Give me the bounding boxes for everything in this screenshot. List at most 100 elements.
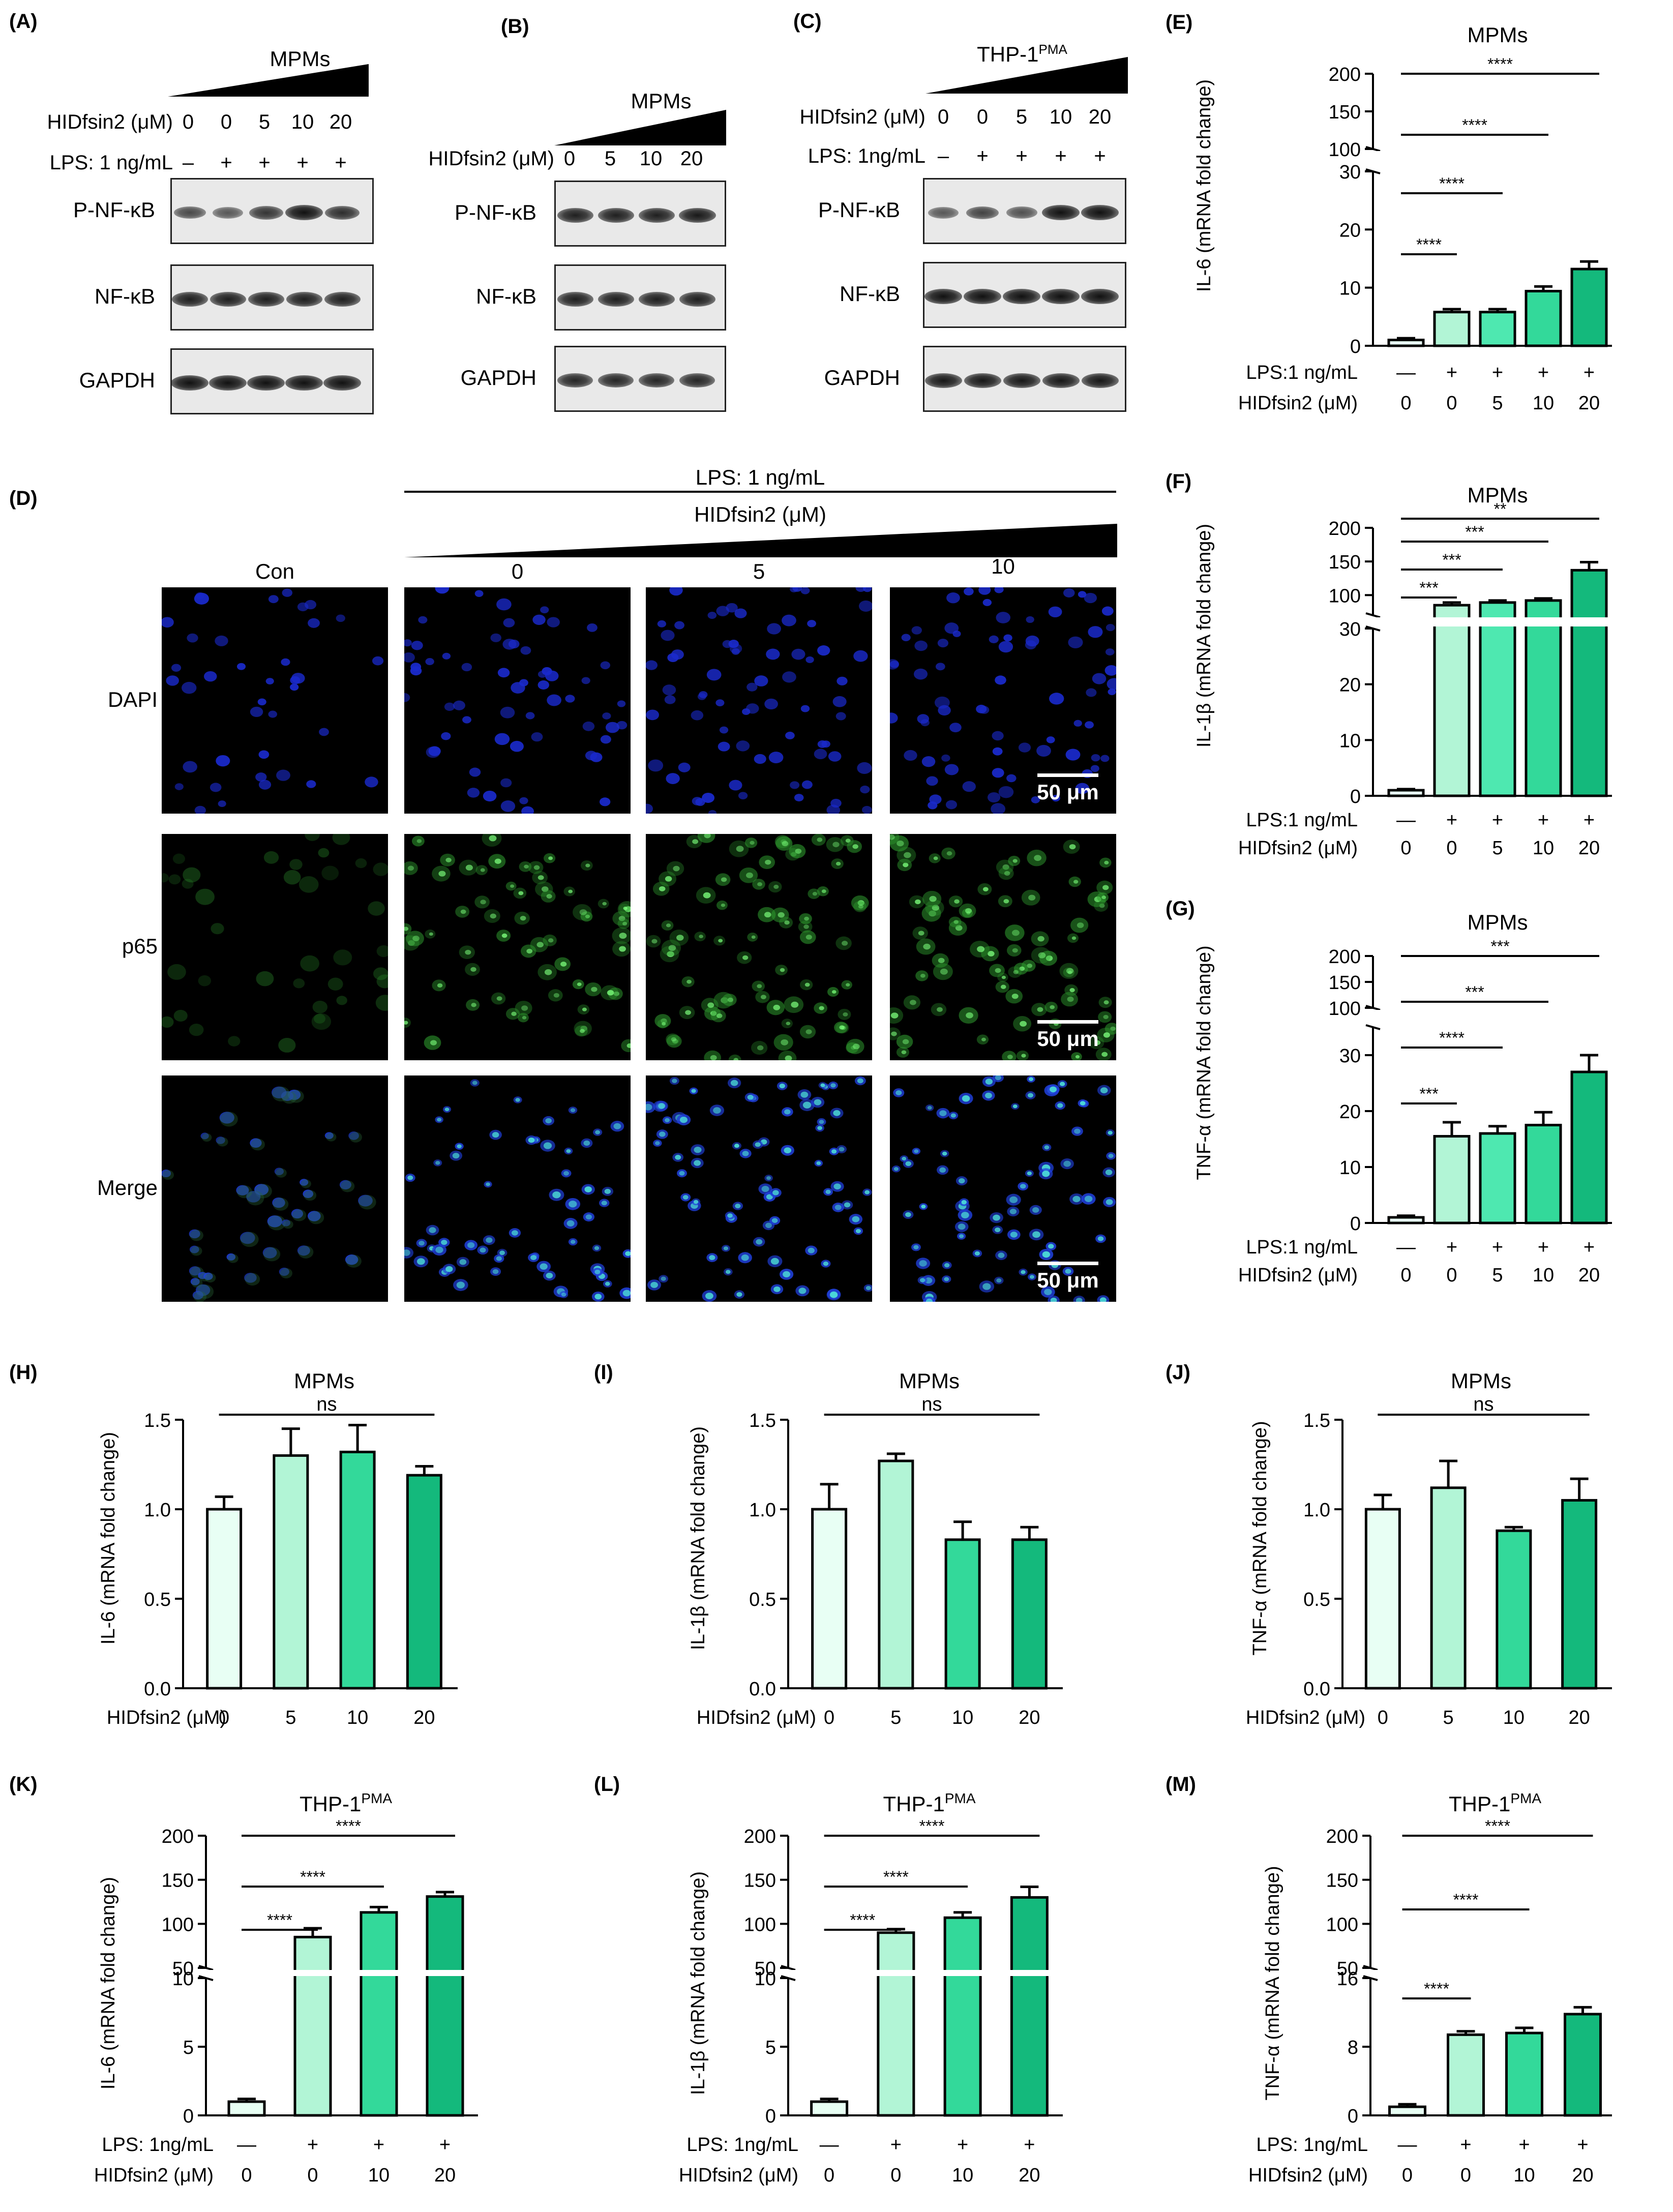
y-tick-label: 5: [183, 2037, 194, 2058]
blot-band: [639, 373, 674, 387]
condition-value: +: [439, 2134, 451, 2156]
condition-value: 10: [1533, 393, 1554, 414]
blot-image: [170, 178, 374, 244]
blot-image: [170, 348, 374, 414]
blot-band: [638, 207, 675, 223]
blot-band: [1042, 373, 1080, 388]
y-tick-label: 0.5: [144, 1589, 171, 1610]
chart-title: THP-1PMA: [1449, 1790, 1541, 1816]
blot-image: [923, 262, 1126, 328]
blot-label: GAPDH: [79, 368, 155, 392]
bar: [1525, 1124, 1562, 1224]
hidfsin2-row-label: HIDfsin2 (μM): [799, 106, 926, 128]
chart-title-sup: PMA: [361, 1790, 392, 1806]
scale-bar-line: [1037, 1020, 1098, 1024]
y-tick-label: 20: [1339, 675, 1361, 696]
condition-row-label: HIDfsin2 (μM): [1248, 2165, 1368, 2186]
significance-label: ***: [1442, 551, 1461, 569]
y-tick-label: 1.5: [144, 1410, 171, 1431]
condition-value: 0: [1446, 838, 1457, 859]
chart-title-text: THP-1: [300, 1792, 361, 1816]
bar: [811, 1508, 848, 1690]
condition-row-label: HIDfsin2 (μM): [107, 1707, 226, 1728]
hidfsin2-value: 10: [1049, 106, 1072, 128]
axis-break-mark: [781, 1965, 796, 1971]
panel-label: (K): [9, 1773, 38, 1796]
if-image: 50 μm: [890, 834, 1116, 1060]
condition-row-label: LPS:1 ng/mL: [1246, 362, 1358, 383]
condition-value: 10: [368, 2165, 390, 2186]
y-tick-label: 10: [1339, 1157, 1361, 1179]
blot-band: [323, 375, 361, 391]
condition-value: 20: [413, 1707, 435, 1728]
chart-i: (I) MPMs IL-1β (mRNA fold change) 0.0 0.5 1.0…: [594, 1361, 1063, 1728]
condition-value: —: [1396, 810, 1416, 831]
if-image: [404, 1075, 631, 1302]
y-axis-label: IL-1β (mRNA fold change): [1193, 524, 1215, 748]
chart-title-text: MPMs: [294, 1369, 354, 1393]
axis-break-gap: [207, 1970, 480, 1976]
bar: [1479, 1132, 1516, 1224]
y-tick-label: 1.0: [144, 1500, 171, 1521]
condition-value: 20: [1019, 2165, 1040, 2186]
if-row-label: DAPI: [107, 687, 158, 711]
condition-row-label: HIDfsin2 (μM): [1238, 838, 1358, 859]
bar: [1570, 1070, 1608, 1224]
blot-band: [964, 289, 1001, 304]
bar: [944, 1538, 981, 1690]
y-tick-label: 20: [1339, 220, 1361, 241]
scale-bar-label: 50 μm: [1037, 780, 1099, 804]
blot-image: [923, 178, 1126, 244]
y-tick-label: 150: [1329, 102, 1361, 123]
condition-value: —: [1396, 1237, 1416, 1258]
blot-image: [554, 264, 726, 331]
lps-value: +: [296, 152, 309, 174]
condition-value: +: [1446, 810, 1457, 831]
y-axis-label: IL-1β (mRNA fold change): [688, 1871, 709, 2095]
condition-value: 0: [824, 2165, 834, 2186]
y-tick-label: 10: [755, 1968, 776, 1990]
axis-break-mark: [1365, 612, 1381, 618]
axis-break-gap: [1375, 151, 1614, 169]
bar: [1505, 2031, 1543, 2117]
y-axis-label: IL-6 (mRNA fold change): [98, 1432, 119, 1645]
bar: [227, 2100, 266, 2117]
bar: [1525, 290, 1562, 347]
axis-break-gap: [790, 1970, 1064, 1976]
bar: [273, 1454, 309, 1690]
blot-band: [325, 205, 360, 220]
significance-label: ***: [1465, 523, 1484, 541]
blot-band: [964, 373, 1001, 388]
if-column-label: 0: [511, 559, 524, 583]
y-tick-label: 0.0: [144, 1679, 171, 1700]
blot-label: NF-κB: [840, 282, 900, 306]
bar: [1564, 2013, 1602, 2117]
hidfsin2-value: 5: [258, 111, 271, 133]
if-column-label: Con: [255, 559, 295, 583]
significance-label: ****: [336, 1817, 361, 1835]
y-tick-label: 10: [1339, 278, 1361, 300]
blot-image: [923, 346, 1126, 412]
bar: [206, 1508, 243, 1690]
y-tick-label: 200: [162, 1826, 194, 1847]
condition-value: +: [1492, 362, 1503, 383]
bar: [943, 1916, 982, 2117]
axis-break-mark: [1365, 1024, 1381, 1030]
y-axis-label: TNF-α (mRNA fold change): [1193, 945, 1215, 1180]
axis-break-mark: [1363, 1975, 1378, 1981]
blot-image: [554, 346, 726, 412]
chart-h: (H) MPMs IL-6 (mRNA fold change) 0.0 0.5 1.0 1…: [9, 1361, 458, 1728]
condition-row-label: HIDfsin2 (μM): [679, 2165, 798, 2186]
blot-band: [924, 289, 962, 304]
blot-label: NF-κB: [476, 284, 536, 308]
if-image: [162, 1075, 388, 1302]
condition-value: +: [1492, 1237, 1503, 1258]
panel-label-a: (A): [9, 10, 38, 33]
hidfsin2-value: 5: [1015, 106, 1028, 128]
panel-label: (H): [9, 1361, 38, 1384]
y-tick-label: 150: [744, 1870, 776, 1892]
condition-value: +: [890, 2134, 902, 2156]
bar: [1364, 1508, 1401, 1690]
condition-row-label: LPS: 1ng/mL: [102, 2134, 214, 2156]
